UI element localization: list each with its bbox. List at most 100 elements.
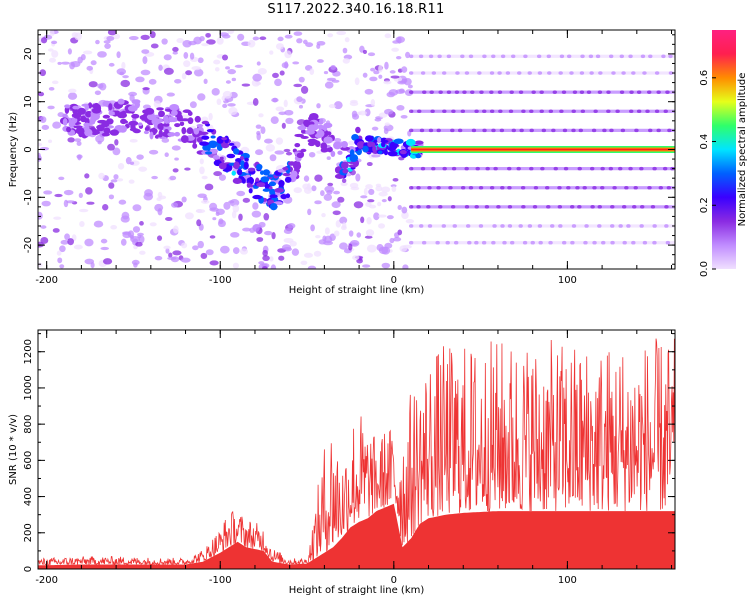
noise-blob: [43, 190, 53, 195]
harmonic-blob: [629, 90, 634, 94]
ridge-blob: [248, 188, 253, 194]
harmonic-blob: [508, 109, 514, 114]
harmonic-blob: [489, 90, 494, 94]
harmonic-blob: [597, 205, 602, 209]
noise-blob: [284, 34, 293, 39]
noise-blob: [316, 103, 321, 109]
noise-blob: [41, 200, 51, 207]
noise-blob: [138, 235, 145, 244]
ridge-blob: [64, 104, 71, 109]
noise-blob: [227, 69, 237, 75]
noise-blob: [360, 216, 365, 224]
ridge-blob: [218, 162, 227, 170]
harmonic-blob: [507, 224, 513, 228]
noise-blob: [366, 162, 373, 167]
y-tick-label: 0: [23, 566, 34, 572]
ridge-blob: [296, 152, 304, 159]
noise-blob: [85, 187, 93, 195]
harmonic-blob: [451, 166, 457, 171]
harmonic-blob: [441, 71, 447, 75]
harmonic-blob: [448, 185, 453, 190]
noise-blob: [365, 229, 375, 237]
noise-blob: [264, 230, 273, 236]
noise-blob: [298, 76, 305, 83]
ridge-blob: [131, 113, 140, 119]
noise-blob: [142, 56, 148, 65]
noise-blob: [176, 38, 184, 44]
harmonic-blob: [464, 71, 470, 75]
noise-blob: [262, 266, 268, 269]
noise-blob: [199, 158, 204, 165]
ridge-blob: [201, 135, 210, 140]
noise-blob: [149, 222, 157, 227]
noise-blob: [40, 37, 48, 44]
ridge-blob: [362, 145, 369, 153]
noise-blob: [281, 62, 289, 69]
ridge-blob: [117, 112, 128, 119]
harmonic-blob: [595, 54, 601, 59]
noise-blob: [88, 81, 98, 88]
harmonic-blob: [484, 205, 490, 209]
ridge-blob: [339, 175, 345, 179]
ridge-blob: [247, 167, 256, 172]
noise-blob: [378, 74, 383, 79]
noise-blob: [354, 77, 360, 86]
noise-blob: [256, 132, 261, 141]
noise-blob: [369, 204, 377, 209]
noise-blob: [47, 48, 54, 52]
harmonic-blob: [658, 185, 664, 190]
harmonic-blob: [592, 240, 597, 245]
noise-blob: [38, 211, 43, 220]
noise-blob: [157, 191, 163, 199]
harmonic-blob: [507, 205, 513, 209]
noise-blob: [163, 67, 174, 75]
harmonic-blob: [453, 240, 459, 245]
noise-blob: [252, 202, 259, 210]
ridge-blob: [161, 125, 172, 132]
harmonic-blob: [429, 90, 434, 94]
noise-blob: [59, 264, 65, 269]
noise-blob: [112, 147, 121, 156]
harmonic-blob: [527, 71, 532, 75]
noise-blob: [323, 193, 333, 201]
ridge-blob: [118, 125, 127, 133]
harmonic-blob: [624, 185, 629, 190]
harmonic-blob: [652, 224, 657, 228]
harmonic-blob: [548, 240, 553, 245]
ridge-blob: [383, 149, 388, 156]
x-tick-label: 100: [558, 275, 577, 286]
y-tick-label: -10: [23, 189, 34, 205]
ridge-blob: [414, 140, 424, 145]
harmonic-blob: [650, 205, 656, 209]
noise-blob: [391, 47, 400, 52]
noise-blob: [140, 34, 150, 40]
ridge-blob: [280, 193, 288, 200]
harmonic-blob: [600, 166, 605, 171]
harmonic-blob: [584, 224, 589, 228]
ridge-blob: [179, 121, 185, 126]
harmonic-blob: [474, 205, 479, 209]
noise-blob: [39, 116, 47, 124]
noise-blob: [348, 243, 353, 251]
ridge-blob: [262, 169, 270, 176]
noise-blob: [339, 216, 348, 224]
ridge-blob: [294, 143, 301, 148]
ridge-blob: [340, 141, 348, 148]
noise-blob: [368, 188, 375, 195]
harmonic-blob: [611, 71, 616, 75]
ridge-blob: [372, 145, 377, 153]
ridge-blob: [320, 142, 328, 150]
harmonic-blob: [547, 71, 552, 75]
noise-blob: [387, 196, 392, 202]
noise-blob: [102, 204, 109, 211]
harmonic-blob: [408, 90, 414, 94]
noise-blob: [260, 126, 266, 135]
noise-blob: [356, 232, 362, 238]
noise-blob: [324, 81, 334, 89]
noise-blob: [284, 109, 294, 116]
ridge-blob: [120, 118, 127, 125]
noise-blob: [283, 99, 288, 108]
noise-blob: [66, 200, 75, 204]
ridge-blob: [357, 142, 364, 149]
noise-blob: [223, 201, 231, 210]
